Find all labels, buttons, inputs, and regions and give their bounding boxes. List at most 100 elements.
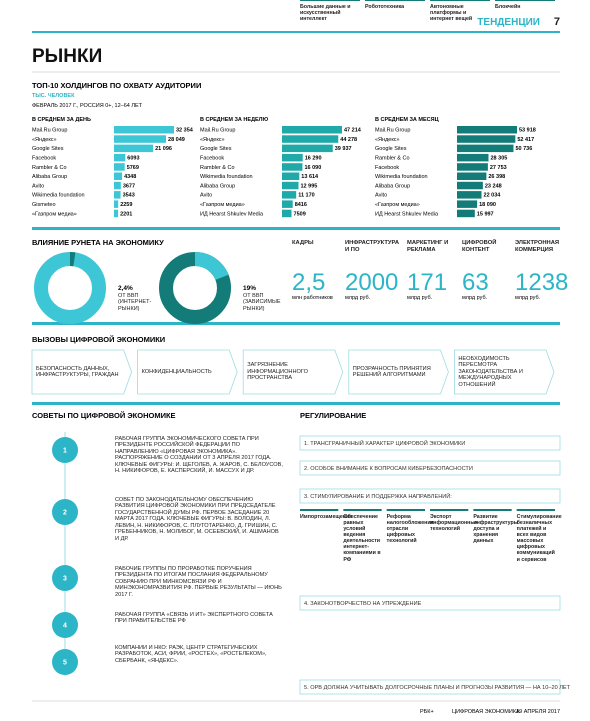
donut-slice	[194, 252, 229, 281]
regulation-box	[299, 679, 561, 695]
share-caption: ОТ ВВП (ЗАВИСИМЫЕ РЫНКИ)	[243, 293, 281, 312]
regulation-box	[299, 435, 561, 451]
value-label: 50 736	[515, 146, 532, 152]
footer-brand: РБК+	[420, 709, 434, 715]
bar	[114, 135, 167, 143]
regulation-subitem: Робототехника	[365, 4, 405, 10]
value-label: 28 049	[168, 137, 185, 143]
value-label: 8416	[295, 202, 307, 208]
regulation-text: 1. ТРАНСГРАНИЧНЫЙ ХАРАКТЕР ЦИФРОВОЙ ЭКОН…	[304, 439, 465, 447]
category-label: Facebook	[200, 156, 224, 162]
bar	[282, 200, 293, 208]
stat-unit: млрд руб.	[515, 295, 541, 301]
category-label: Rambler & Co	[375, 156, 410, 162]
bar	[114, 209, 119, 218]
bar	[457, 135, 516, 143]
category-label: «Газпром медиа»	[375, 202, 420, 208]
category-label: «Яндекс»	[375, 137, 400, 143]
page-title: РЫНКИ	[32, 46, 102, 67]
value-label: 44 278	[340, 137, 357, 143]
challenge-text: ЗАГРЯЗНЕНИЕ ИНФОРМАЦИОННОГО ПРОСТРАНСТВА	[247, 362, 308, 382]
regulation-subitem: Экспорт информационных технологий	[430, 514, 478, 533]
council-marker	[52, 612, 78, 638]
value-label: 2201	[120, 211, 132, 217]
regulation-subitem: Развитие инфраструктуры доступа и хранен…	[473, 514, 519, 545]
section-title: РЕГУЛИРОВАНИЕ	[300, 411, 366, 420]
rule	[32, 227, 560, 230]
category-label: Facebook	[375, 165, 399, 171]
category-label: Alibaba Group	[375, 183, 410, 189]
note: ФЕВРАЛЬ 2017 Г., РОССИЯ 0+, 12–64 ЛЕТ	[32, 103, 143, 109]
stat-heading: КАДРЫ	[292, 240, 314, 246]
bar	[282, 172, 300, 180]
bar	[114, 172, 123, 180]
council-marker	[52, 499, 78, 525]
value-label: 13 614	[301, 174, 319, 180]
council-number: 4	[63, 623, 67, 630]
stat-value: 2000	[345, 269, 398, 296]
unit: ТЫС. ЧЕЛОВЕК	[32, 93, 75, 99]
council-number: 5	[63, 660, 67, 667]
value-label: 52 417	[517, 137, 534, 143]
bar	[282, 153, 303, 162]
bar	[114, 163, 125, 171]
bar	[457, 172, 487, 180]
panel-heading: В СРЕДНЕМ ЗА ДЕНЬ	[32, 117, 91, 123]
chevron	[31, 349, 133, 395]
section-name: ТЕНДЕНЦИИ	[477, 17, 540, 28]
category-label: Mail.Ru Group	[200, 128, 235, 134]
stat-heading: ИНФРАСТРУКТУРА И ПО	[345, 240, 400, 253]
chevron	[242, 349, 344, 395]
bar	[457, 163, 488, 171]
stat-unit: млрд руб.	[462, 295, 488, 301]
share-label: 19%	[243, 285, 256, 292]
category-label: Wikimedia foundation	[200, 174, 253, 180]
challenge-text: ПРОЗРАЧНОСТЬ ПРИНЯТИЯ РЕШЕНИЙ АЛГОРИТМАМ…	[352, 365, 431, 378]
category-label: Google Sites	[375, 146, 407, 152]
council-number: 1	[63, 448, 67, 455]
category-label: Mail.Ru Group	[32, 128, 67, 134]
category-label: Avito	[200, 193, 212, 199]
chevron	[348, 349, 449, 395]
category-label: Google Sites	[32, 146, 64, 152]
category-label: Rambler & Co	[200, 165, 235, 171]
council-marker	[52, 565, 78, 591]
category-label: ИД Hearst Shkulev Media	[200, 211, 264, 217]
council-text: РАБОЧИЕ ГРУППЫ ПО ПРОРАБОТКЕ ПОРУЧЕНИЯ П…	[115, 566, 282, 598]
regulation-subitem: Стимулирование безналичных платежей и вс…	[516, 514, 562, 563]
category-label: Alibaba Group	[200, 183, 235, 189]
category-label: «Яндекс»	[32, 137, 57, 143]
bar	[114, 181, 121, 190]
bar	[457, 126, 517, 134]
regulation-text: 4. ЗАКОНОТВОРЧЕСТВО НА УПРЕЖДЕНИЕ	[304, 601, 422, 607]
value-label: 3543	[123, 193, 135, 199]
category-label: Google Sites	[200, 146, 232, 152]
council-text: РАБОЧАЯ ГРУППА ЭКОНОМИЧЕСКОГО СОВЕТА ПРИ…	[115, 436, 283, 475]
bar	[457, 191, 482, 199]
regulation-subitem: Автономные платформы и интернет вещей	[430, 4, 473, 23]
value-label: 32 354	[176, 128, 194, 134]
bar	[282, 191, 297, 199]
council-number: 2	[63, 510, 67, 517]
bar	[457, 209, 475, 218]
value-label: 26 398	[488, 174, 505, 180]
stat-unit: млрд руб.	[407, 295, 433, 301]
value-label: 12 995	[301, 183, 318, 189]
council-text: РАБОЧАЯ ГРУППА «СВЯЗЬ И ИТ» ЭКСПЕРТНОГО …	[115, 612, 273, 625]
value-label: 5769	[127, 165, 139, 171]
category-label: Facebook	[32, 156, 56, 162]
category-label: Avito	[32, 183, 44, 189]
value-label: 23 248	[485, 183, 502, 189]
chevron	[454, 349, 555, 395]
bar	[114, 144, 154, 153]
section-title: СОВЕТЫ ПО ЦИФРОВОЙ ЭКОНОМИКЕ	[32, 411, 176, 420]
regulation-text: 3. СТИМУЛИРОВАНИЕ И ПОДДЕРЖКА НАПРАВЛЕНИ…	[304, 492, 452, 500]
category-label: Wikimedia foundation	[32, 193, 85, 199]
council-marker	[52, 437, 78, 463]
page-number: 7	[554, 16, 560, 28]
bar	[114, 153, 126, 162]
section-title: ВЫЗОВЫ ЦИФРОВОЙ ЭКОНОМИКИ	[32, 335, 165, 344]
council-text: КОМПАНИИ И НКО: РАЭК, ЦЕНТР СТРАТЕГИЧЕСК…	[115, 645, 267, 664]
